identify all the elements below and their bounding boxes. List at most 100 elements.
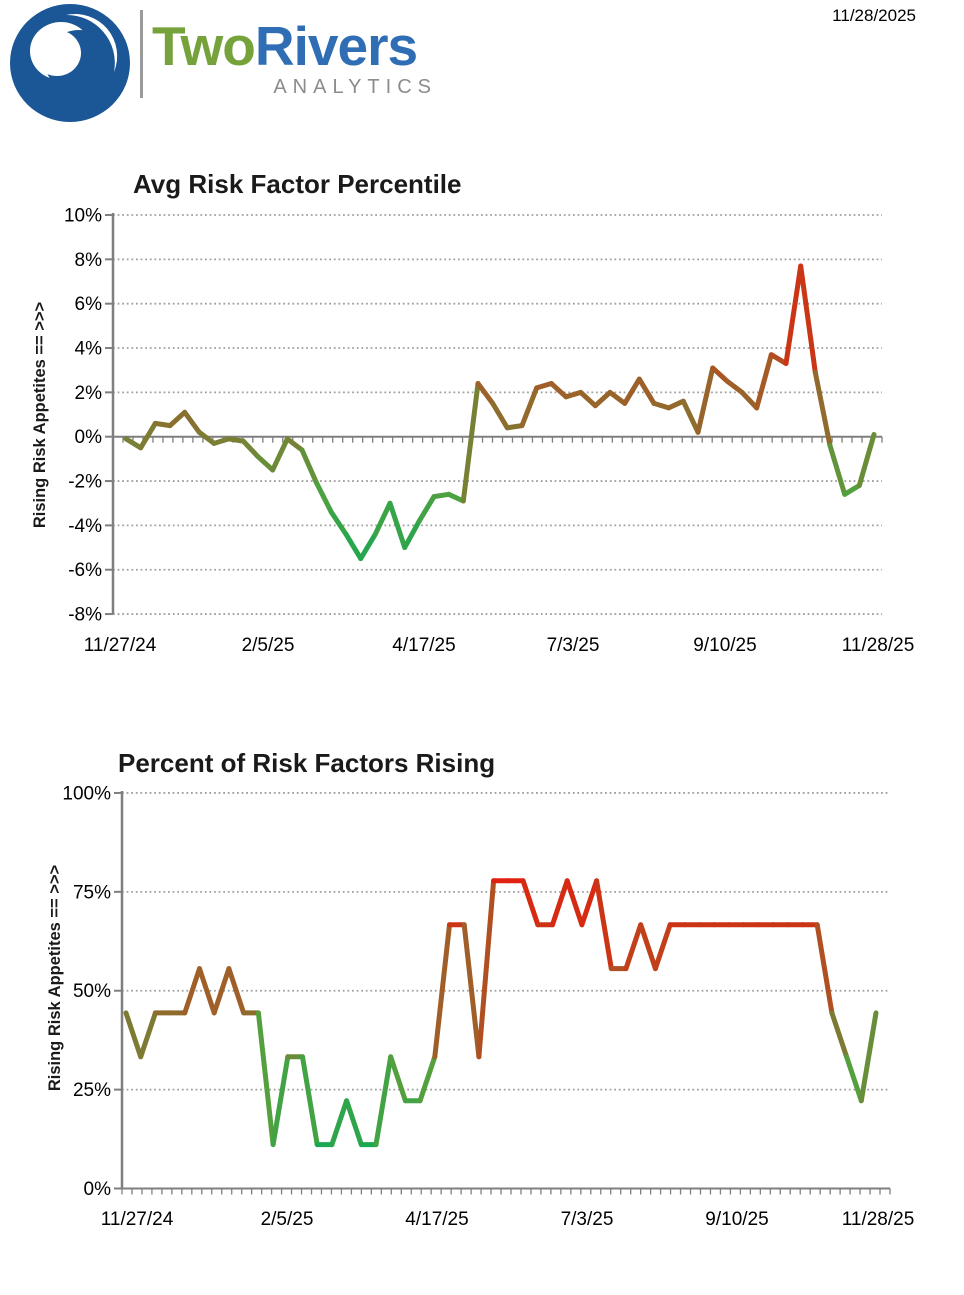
data-line-segment [680,398,701,435]
data-line-segment [842,483,862,497]
data-line-segment [594,878,614,972]
data-line-segment [519,385,540,429]
data-line-segment [754,352,774,411]
brand-name: TwoRivers [152,14,442,78]
brand-word-rivers: Rivers [254,15,418,77]
data-line-segment [402,518,422,550]
data-line-segment [461,922,482,1060]
y-axis-label: Rising Risk Appetites == >>> [31,302,49,528]
data-line-segment [798,263,818,375]
data-line-segment [138,420,158,451]
data-line-segment [314,480,334,515]
x-tick-label: 11/28/25 [842,1209,915,1230]
data-line-segment [695,365,716,435]
data-line-segment [592,389,613,409]
data-line-segment [196,429,217,446]
x-tick-label: 4/17/25 [392,635,455,656]
data-line-segment [548,381,569,400]
data-line-segment [476,878,497,1060]
data-line-segment [460,381,481,504]
logo-swoosh-core [33,30,81,76]
data-line-segment [138,1010,158,1060]
data-line-segment [812,369,833,449]
x-tick-label: 7/3/25 [561,1209,614,1230]
data-line-segment [197,966,217,1016]
data-line-segment [387,500,408,550]
brand-word-two: Two [152,15,256,77]
y-tick-label: -2% [68,472,102,493]
data-line-segment [270,1054,291,1148]
y-tick-label: -4% [68,516,102,537]
data-line-segment [475,381,496,406]
data-line-segment [651,400,672,411]
data-line-segment [739,389,760,411]
chart-title: Percent of Risk Factors Rising [118,748,495,778]
y-tick-label: 100% [62,783,111,804]
y-tick-label: 25% [73,1080,111,1101]
data-line-segment [300,1054,320,1148]
data-line-segment [520,878,541,928]
y-tick-label: 10% [64,206,102,227]
brand-subtitle: ANALYTICS [273,76,437,98]
y-tick-label: -8% [68,605,102,626]
data-line-segment [358,531,378,562]
chart-percent-risk-factors-rising: Percent of Risk Factors Rising Rising Ri… [46,748,915,1230]
data-line-segment [638,922,658,972]
data-line-segment [563,389,584,400]
x-tick-label: 2/5/25 [242,635,295,656]
data-line-segment [284,436,305,453]
y-tick-label: 0% [75,427,103,448]
data-line-segment [666,398,686,411]
data-line-segment [636,376,657,406]
data-line-segment [534,381,554,391]
data-line-segment [299,447,320,486]
data-line-segment [226,966,247,1016]
data-line-segment [829,1010,850,1060]
report-date: 11/28/2025 [832,6,916,25]
y-tick-label: 75% [73,882,111,903]
data-line-segment [432,922,452,1060]
x-tick-label: 11/27/24 [101,1209,174,1230]
data-line-segment [123,1010,144,1060]
x-tick-label: 4/17/25 [405,1209,468,1230]
data-line-segment [724,378,745,395]
data-line-segment [211,966,232,1016]
data-line-segment [844,1054,864,1104]
y-tick-label: 6% [75,294,103,315]
data-line-segment [446,491,466,504]
data-line-segment [622,376,642,406]
data-line-segment [710,365,730,384]
data-line-segment [623,922,644,972]
data-line-segment [607,389,628,406]
data-line-segment [343,531,364,562]
data-line-segment [240,438,261,460]
y-axis-label: Rising Risk Appetites == >>> [46,865,64,1091]
data-line-segment [211,436,232,446]
data-line-segment [550,878,570,928]
data-line-segment [328,509,349,537]
y-tick-label: 8% [75,250,103,271]
logo-swoosh-tail [66,13,118,72]
data-line-segment [182,966,202,1016]
y-tick-label: 50% [73,981,111,1002]
brand-divider [140,10,143,98]
data-line-segment [167,409,188,429]
data-line-segment [416,494,437,524]
data-line-segment [344,1098,364,1148]
data-line-segment [652,922,673,972]
y-tick-label: 2% [75,383,103,404]
data-line-segment [856,432,877,488]
data-line-segment [564,878,585,928]
data-line-segment [783,263,804,366]
data-line-segment [182,409,202,435]
data-line-segment [255,1010,276,1148]
data-line-segment [417,1054,438,1104]
data-line-segment [858,1010,879,1104]
chart-avg-risk-factor-percentile: Avg Risk Factor Percentile Rising Risk A… [31,169,914,656]
x-tick-label: 2/5/25 [261,1209,314,1230]
data-line-segment [578,389,598,409]
data-line-segment [490,400,510,431]
data-line-segment [373,1054,394,1148]
two-rivers-logo-icon [6,2,136,126]
